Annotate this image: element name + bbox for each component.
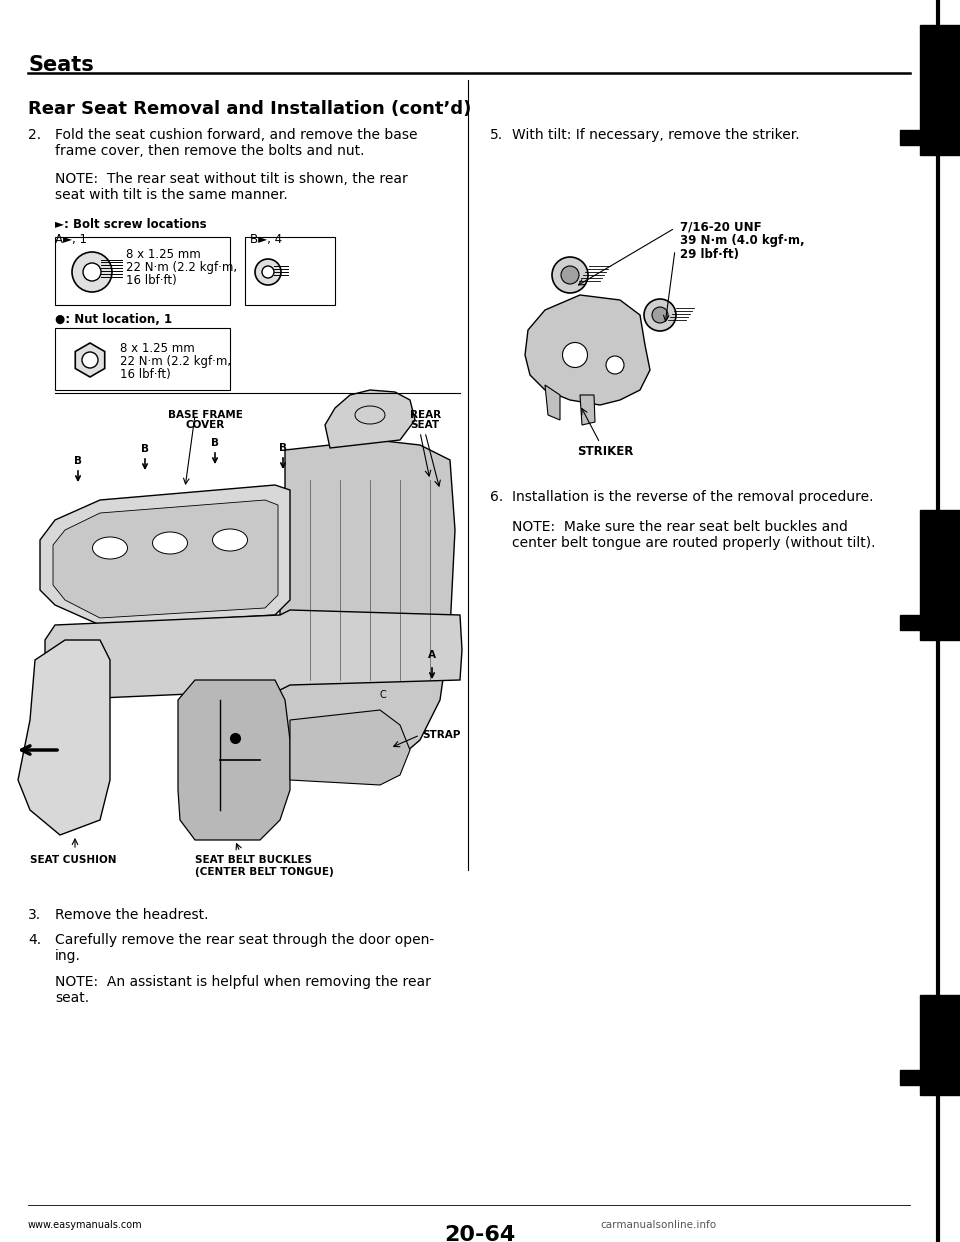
Text: Fold the seat cushion forward, and remove the base: Fold the seat cushion forward, and remov… — [55, 128, 418, 142]
Text: 20-64: 20-64 — [444, 1225, 516, 1242]
Text: 16 lbf·ft): 16 lbf·ft) — [126, 274, 177, 287]
Bar — [55, 237, 230, 306]
Ellipse shape — [92, 537, 128, 559]
Text: Installation is the reverse of the removal procedure.: Installation is the reverse of the remov… — [512, 491, 874, 504]
Circle shape — [552, 257, 588, 293]
Text: With tilt: If necessary, remove the striker.: With tilt: If necessary, remove the stri… — [512, 128, 800, 142]
Circle shape — [262, 266, 274, 278]
Polygon shape — [325, 390, 415, 448]
Text: B►, 4: B►, 4 — [250, 233, 282, 246]
Polygon shape — [280, 440, 455, 775]
Text: ●: Nut location, 1: ●: Nut location, 1 — [55, 313, 172, 325]
Text: B: B — [211, 438, 219, 448]
Text: seat with tilt is the same manner.: seat with tilt is the same manner. — [55, 188, 288, 202]
Bar — [900, 1071, 920, 1086]
Ellipse shape — [212, 529, 248, 551]
Text: 7/16-20 UNF: 7/16-20 UNF — [680, 220, 761, 233]
Text: center belt tongue are routed properly (without tilt).: center belt tongue are routed properly (… — [512, 537, 876, 550]
Circle shape — [72, 252, 112, 292]
Text: seat.: seat. — [55, 991, 89, 1005]
Bar — [920, 995, 960, 1095]
Text: C: C — [380, 691, 387, 700]
Text: 39 N·m (4.0 kgf·m,: 39 N·m (4.0 kgf·m, — [680, 233, 804, 247]
Ellipse shape — [606, 356, 624, 374]
Polygon shape — [178, 681, 290, 840]
Bar — [55, 328, 230, 390]
Text: 4.: 4. — [28, 933, 41, 946]
Text: SEAT: SEAT — [410, 420, 439, 430]
Circle shape — [255, 260, 281, 284]
Polygon shape — [580, 395, 595, 425]
Text: NOTE:  Make sure the rear seat belt buckles and: NOTE: Make sure the rear seat belt buckl… — [512, 520, 848, 534]
Text: 22 N·m (2.2 kgf·m,: 22 N·m (2.2 kgf·m, — [126, 261, 237, 274]
Text: BASE FRAME: BASE FRAME — [168, 410, 243, 420]
Text: SEAT BELT BUCKLES: SEAT BELT BUCKLES — [195, 854, 312, 864]
Text: Carefully remove the rear seat through the door open-: Carefully remove the rear seat through t… — [55, 933, 434, 946]
Text: www.easymanuals.com: www.easymanuals.com — [28, 1220, 143, 1230]
Text: 16 lbf·ft): 16 lbf·ft) — [120, 368, 171, 381]
Polygon shape — [45, 610, 462, 700]
Text: STRAP: STRAP — [422, 730, 461, 740]
Text: NOTE:  The rear seat without tilt is shown, the rear: NOTE: The rear seat without tilt is show… — [55, 171, 408, 186]
Text: 3.: 3. — [28, 908, 41, 922]
Polygon shape — [40, 484, 290, 625]
Bar — [900, 615, 920, 630]
Text: Seats: Seats — [28, 55, 94, 75]
Polygon shape — [290, 710, 410, 785]
Circle shape — [561, 266, 579, 284]
Bar — [900, 130, 920, 145]
Text: REAR: REAR — [410, 410, 442, 420]
Text: 29 lbf·ft): 29 lbf·ft) — [680, 248, 739, 261]
Text: (CENTER BELT TONGUE): (CENTER BELT TONGUE) — [195, 867, 334, 877]
Text: B: B — [74, 456, 82, 466]
Text: COVER: COVER — [185, 420, 225, 430]
Text: ►: Bolt screw locations: ►: Bolt screw locations — [55, 219, 206, 231]
Text: A: A — [428, 650, 436, 660]
Text: ing.: ing. — [55, 949, 81, 963]
Text: 6.: 6. — [490, 491, 503, 504]
Circle shape — [83, 263, 101, 281]
Circle shape — [82, 351, 98, 368]
Polygon shape — [75, 343, 105, 378]
Bar — [920, 25, 960, 155]
Polygon shape — [545, 385, 560, 420]
Text: 22 N·m (2.2 kgf·m,: 22 N·m (2.2 kgf·m, — [120, 355, 231, 368]
Bar — [920, 510, 960, 640]
Text: 5.: 5. — [490, 128, 503, 142]
Ellipse shape — [563, 343, 588, 368]
Polygon shape — [18, 640, 110, 835]
Text: Rear Seat Removal and Installation (cont’d): Rear Seat Removal and Installation (cont… — [28, 101, 471, 118]
Bar — [245, 237, 335, 306]
Text: 8 x 1.25 mm: 8 x 1.25 mm — [126, 248, 201, 261]
Text: B: B — [141, 443, 149, 455]
Text: 8 x 1.25 mm: 8 x 1.25 mm — [120, 342, 195, 355]
Text: SEAT CUSHION: SEAT CUSHION — [30, 854, 116, 864]
Text: NOTE:  An assistant is helpful when removing the rear: NOTE: An assistant is helpful when remov… — [55, 975, 431, 989]
Text: STRIKER: STRIKER — [577, 445, 634, 458]
Text: carmanualsonline.info: carmanualsonline.info — [600, 1220, 716, 1230]
Text: A►, 1: A►, 1 — [55, 233, 87, 246]
Text: 2.: 2. — [28, 128, 41, 142]
Polygon shape — [525, 296, 650, 405]
Text: frame cover, then remove the bolts and nut.: frame cover, then remove the bolts and n… — [55, 144, 365, 158]
Circle shape — [644, 299, 676, 332]
Text: B: B — [279, 443, 287, 453]
Polygon shape — [53, 501, 278, 619]
Text: Remove the headrest.: Remove the headrest. — [55, 908, 208, 922]
Circle shape — [652, 307, 668, 323]
Ellipse shape — [153, 532, 187, 554]
